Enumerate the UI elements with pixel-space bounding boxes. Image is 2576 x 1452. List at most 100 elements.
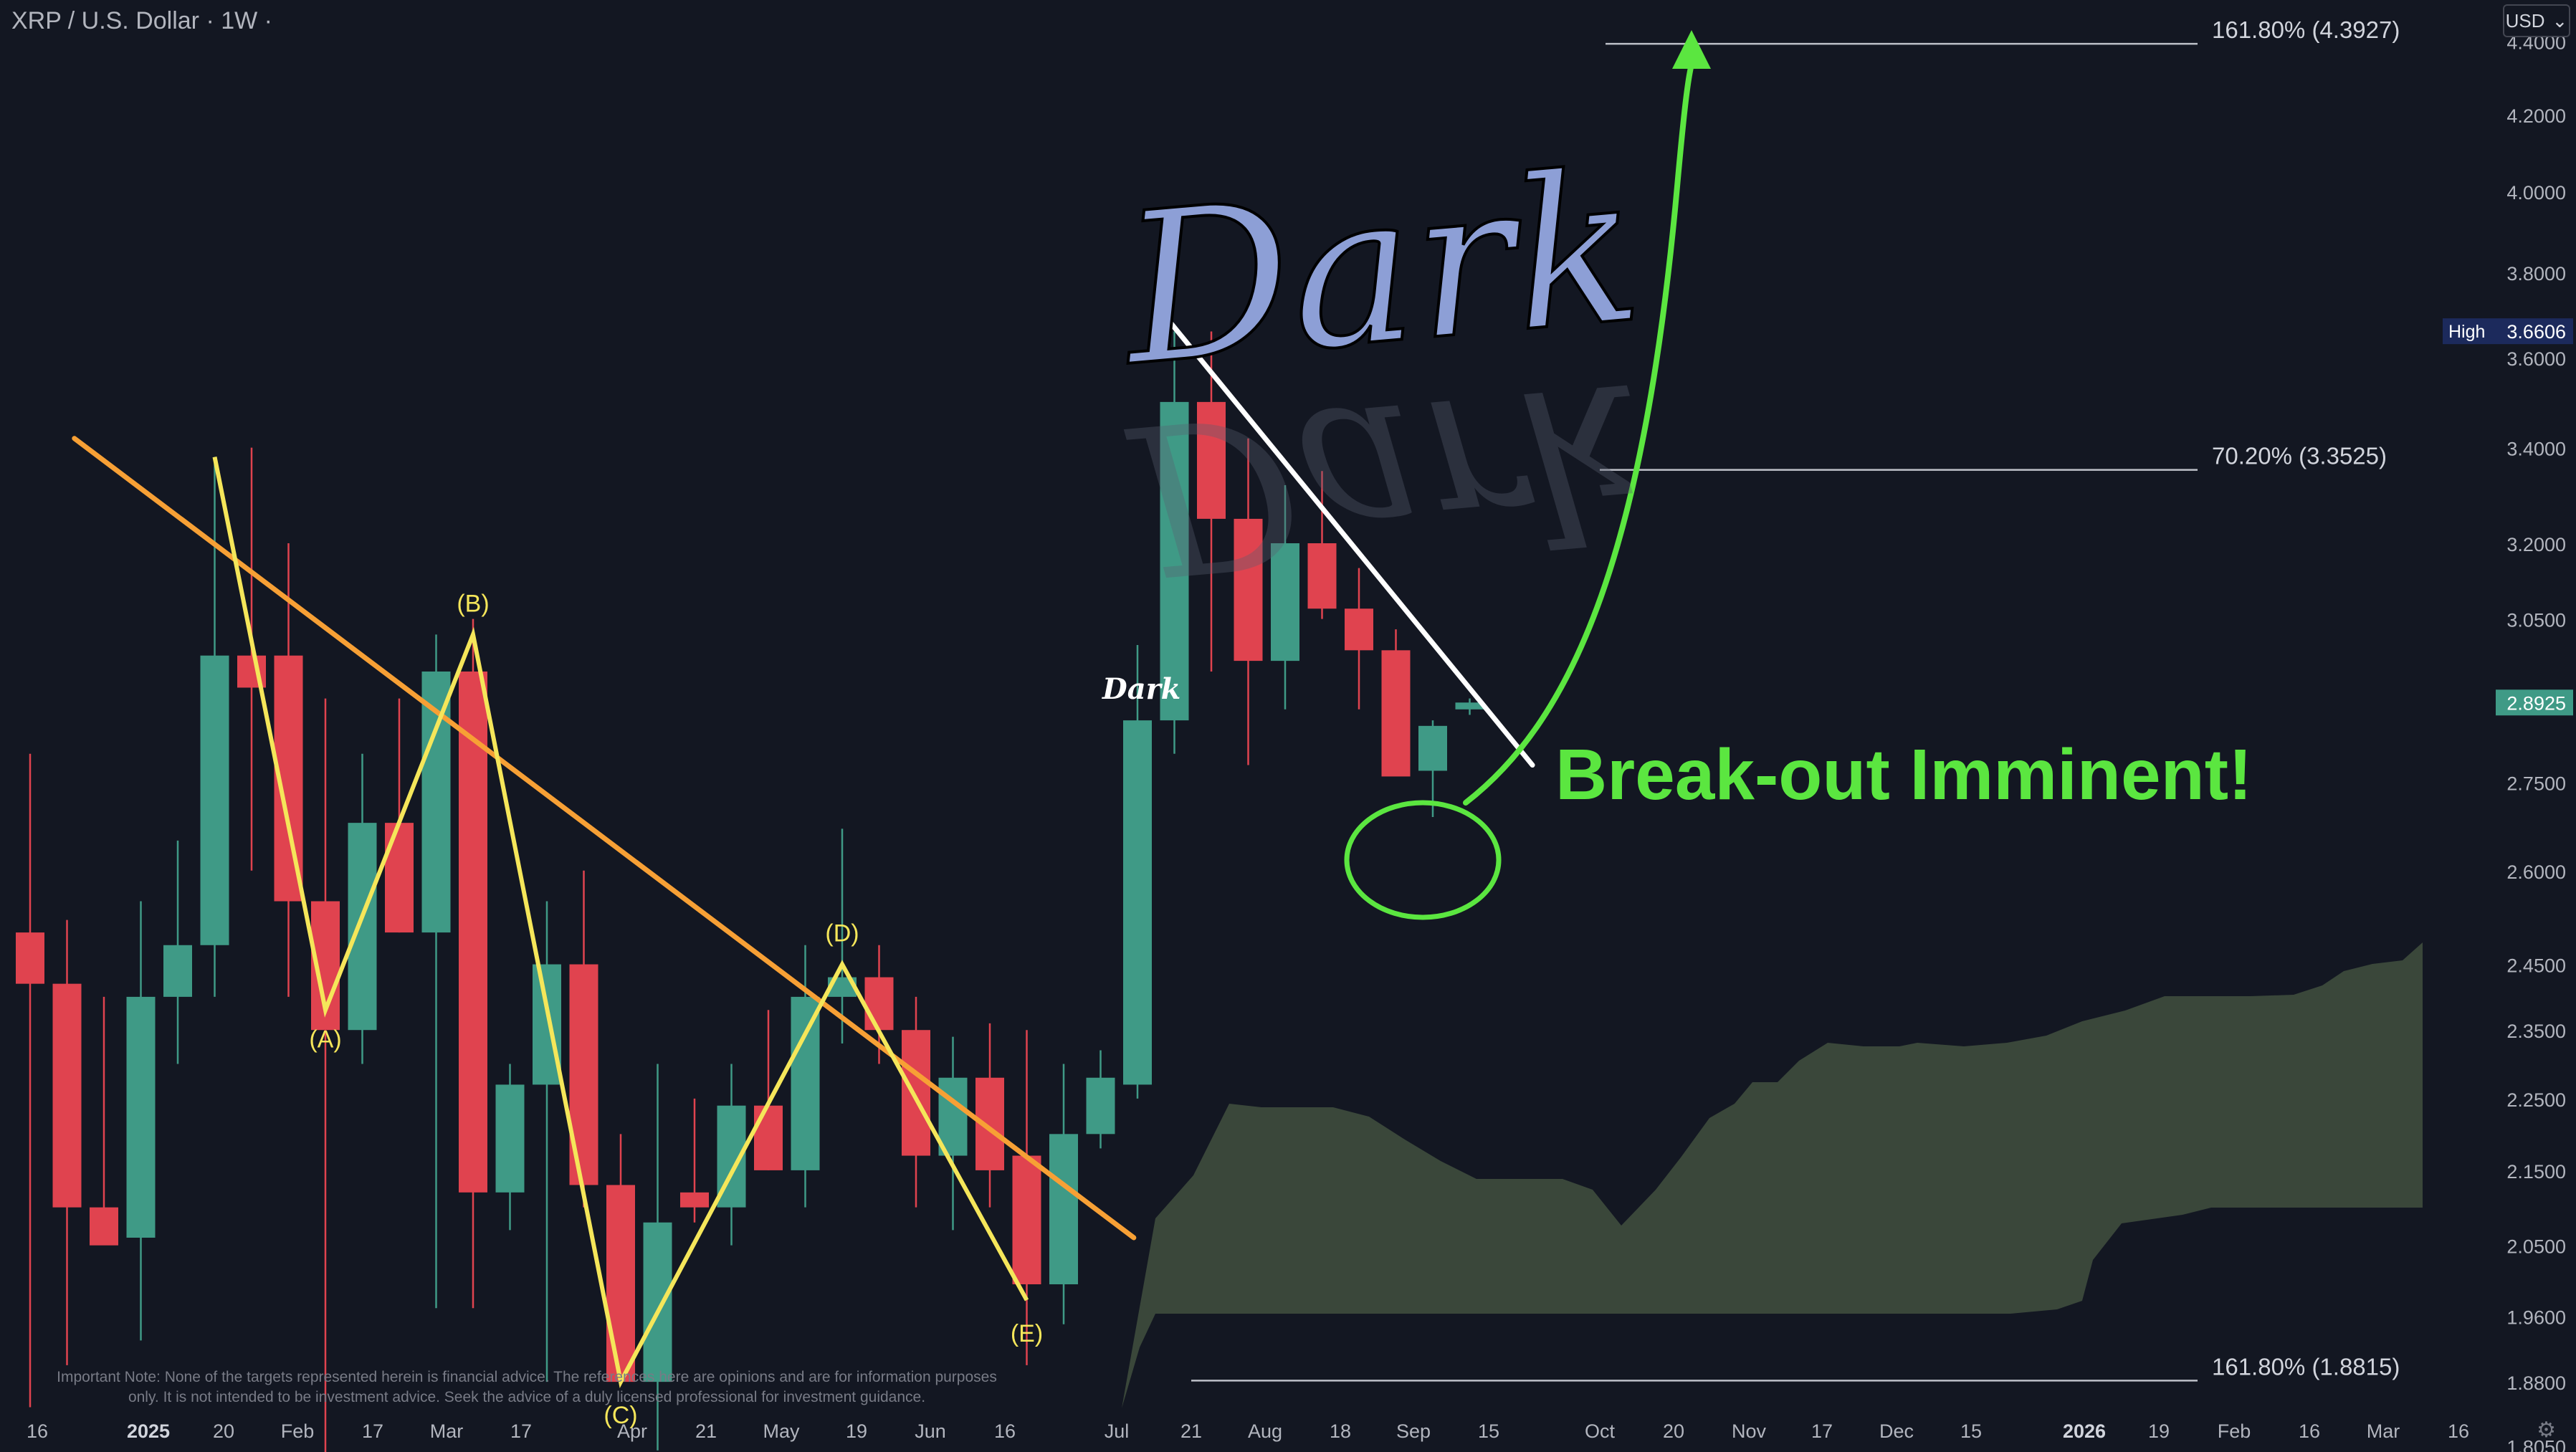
candle-body xyxy=(791,996,820,1170)
wave-label: (D) xyxy=(825,920,859,947)
fib-label: 161.80% (1.8815) xyxy=(2212,1353,2400,1380)
gear-icon[interactable]: ⚙ xyxy=(2537,1418,2556,1442)
x-tick-label: Nov xyxy=(1732,1420,1767,1442)
y-tick-label: 2.6000 xyxy=(2506,861,2566,883)
x-tick-label: 17 xyxy=(1811,1420,1833,1442)
y-tick-label: 3.6000 xyxy=(2506,348,2566,370)
x-tick-label: 16 xyxy=(27,1420,48,1442)
chevron-down-icon: ⌄ xyxy=(2552,9,2568,32)
candle-body xyxy=(163,945,192,997)
y-tick-label: 3.2000 xyxy=(2506,534,2566,555)
dark-small-label: Dark xyxy=(1102,672,1180,706)
x-tick-label: 20 xyxy=(1663,1420,1684,1442)
candle-body xyxy=(52,983,82,1208)
y-tick-label: 3.8000 xyxy=(2506,263,2566,285)
y-tick-label: 1.9600 xyxy=(2506,1307,2566,1328)
breakout-circle xyxy=(1344,800,1502,920)
candle-body xyxy=(385,823,414,933)
x-tick-label: 19 xyxy=(846,1420,867,1442)
y-tick-label: 2.3500 xyxy=(2506,1021,2566,1042)
wave-label: (A) xyxy=(309,1026,341,1053)
x-tick-label: 15 xyxy=(1960,1420,1982,1442)
fib-label: 70.20% (3.3525) xyxy=(2212,443,2387,469)
x-tick-label: 21 xyxy=(1180,1420,1202,1442)
x-tick-label: Jul xyxy=(1105,1420,1130,1442)
trendline-white xyxy=(1168,320,1535,768)
candle-body xyxy=(1381,650,1411,777)
x-tick-label: 16 xyxy=(2299,1420,2320,1442)
x-tick-label: 21 xyxy=(695,1420,717,1442)
y-tick-label: 2.0500 xyxy=(2506,1236,2566,1258)
candle-body xyxy=(1012,1155,1041,1285)
fib-levels: 261.80% (5.8563)161.80% (4.3927)70.20% (… xyxy=(1191,16,2400,1382)
candle-body xyxy=(1049,1134,1078,1285)
candle-body xyxy=(16,932,44,984)
candle-body xyxy=(1455,702,1484,710)
ichimoku-cloud xyxy=(1122,942,2423,1408)
current-price-label: 2.8925 xyxy=(2506,692,2566,714)
high-price-tag xyxy=(2443,318,2573,345)
y-tick-label: 3.4000 xyxy=(2506,439,2566,460)
x-tick-label: Mar xyxy=(430,1420,464,1442)
disclaimer-line-1: Important Note: None of the targets repr… xyxy=(57,1369,997,1385)
x-tick-label: 17 xyxy=(362,1420,383,1442)
candle-body xyxy=(680,1192,709,1208)
currency-selector[interactable]: USD ⌄ xyxy=(2503,4,2570,37)
candle-body xyxy=(1307,543,1337,609)
dark-title: Dark xyxy=(1111,127,1649,413)
arrow-head-icon xyxy=(1672,30,1711,69)
x-tick-label: 16 xyxy=(994,1420,1016,1442)
trendlines xyxy=(72,30,1711,1388)
disclaimer-note: Important Note: None of the targets repr… xyxy=(0,1367,1054,1408)
x-tick-label: 19 xyxy=(2148,1420,2170,1442)
x-tick-label: 20 xyxy=(213,1420,234,1442)
candle-body xyxy=(495,1084,525,1193)
symbol-title: XRP / U.S. Dollar · 1W · xyxy=(11,7,272,34)
y-tick-label: 2.7500 xyxy=(2506,773,2566,794)
breakout-arrow xyxy=(1463,62,1694,806)
candle-body xyxy=(643,1222,672,1382)
x-tick-label: Feb xyxy=(2218,1420,2251,1442)
x-tick-label: 2025 xyxy=(127,1420,170,1442)
x-tick-label: 16 xyxy=(2448,1420,2469,1442)
disclaimer-line-2: only. It is not intended to be investmen… xyxy=(128,1389,926,1405)
axes: 5.60005.20004.80004.60004.40004.20004.00… xyxy=(27,32,2573,1452)
x-tick-label: Aug xyxy=(1248,1420,1282,1442)
y-tick-label: 2.1500 xyxy=(2506,1161,2566,1183)
high-value: 3.6606 xyxy=(2506,321,2566,343)
y-tick-label: 1.8800 xyxy=(2506,1372,2566,1394)
wave-label: (B) xyxy=(457,590,489,617)
wave-label: (E) xyxy=(1011,1320,1043,1347)
candle-body xyxy=(1345,608,1373,651)
wave-label: (C) xyxy=(604,1402,637,1429)
y-tick-label: 2.4500 xyxy=(2506,955,2566,977)
wave-zigzag xyxy=(212,457,1029,1388)
candle-body xyxy=(459,671,487,1193)
x-tick-label: Mar xyxy=(2367,1420,2400,1442)
x-tick-label: 18 xyxy=(1330,1420,1351,1442)
y-tick-label: 1.8050 xyxy=(2506,1437,2566,1452)
current-price-tag xyxy=(2496,689,2573,716)
high-label: High xyxy=(2448,322,2485,342)
candle-body xyxy=(606,1185,635,1382)
candle-body xyxy=(126,996,156,1238)
x-tick-label: Oct xyxy=(1585,1420,1616,1442)
candle-body xyxy=(200,655,229,945)
candle-body xyxy=(1160,401,1189,721)
breakout-text: Break-out Imminent! xyxy=(1555,735,2252,815)
candle-body xyxy=(864,977,894,1031)
candle-body xyxy=(1197,401,1226,519)
candle-body xyxy=(754,1105,783,1170)
x-tick-label: 2026 xyxy=(2063,1420,2106,1442)
candle-body xyxy=(421,671,451,933)
cloud-shape xyxy=(1122,942,2423,1408)
candle-body xyxy=(1123,720,1152,1085)
y-tick-label: 4.2000 xyxy=(2506,105,2566,127)
candle-body xyxy=(348,823,377,1031)
y-tick-label: 3.0500 xyxy=(2506,610,2566,631)
candle-body xyxy=(1271,543,1299,661)
candle-body xyxy=(1418,725,1447,771)
trendline-orange xyxy=(72,436,1137,1241)
